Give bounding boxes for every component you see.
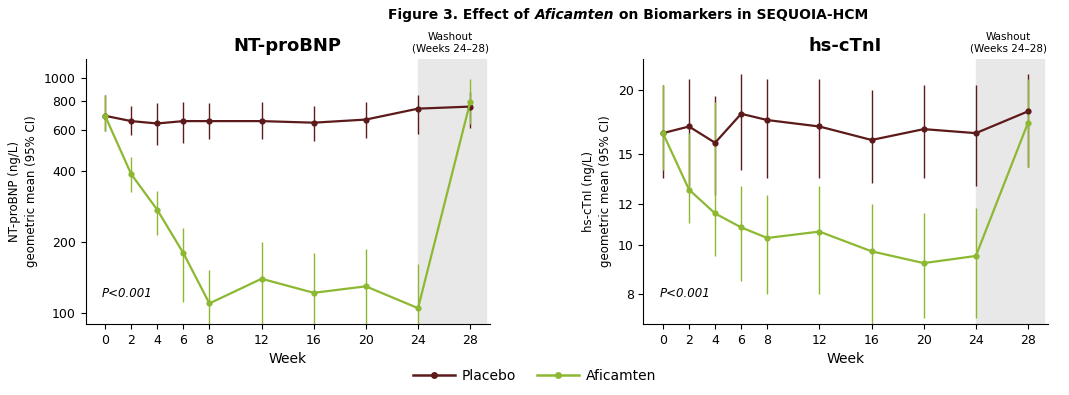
Y-axis label: NT-proBNP (ng/L)
geometric mean (95% CI): NT-proBNP (ng/L) geometric mean (95% CI) xyxy=(9,116,38,267)
Legend: Placebo, Aficamten: Placebo, Aficamten xyxy=(407,363,662,388)
Text: Washout
(Weeks 24–28): Washout (Weeks 24–28) xyxy=(413,32,490,54)
Y-axis label: hs-cTnI (ng/L)
geometric mean (95% CI): hs-cTnI (ng/L) geometric mean (95% CI) xyxy=(583,116,613,267)
X-axis label: Week: Week xyxy=(826,352,865,366)
Text: P<0.001: P<0.001 xyxy=(102,287,153,300)
Text: P<0.001: P<0.001 xyxy=(660,287,710,300)
Text: on Biomarkers in SEQUOIA-HCM: on Biomarkers in SEQUOIA-HCM xyxy=(614,8,868,22)
Text: Washout
(Weeks 24–28): Washout (Weeks 24–28) xyxy=(970,32,1047,54)
Bar xyxy=(976,59,1043,324)
Text: Aficamten: Aficamten xyxy=(534,8,614,22)
Title: NT-proBNP: NT-proBNP xyxy=(234,37,342,55)
Bar xyxy=(418,59,485,324)
X-axis label: Week: Week xyxy=(268,352,307,366)
Text: Figure 3. Effect of: Figure 3. Effect of xyxy=(388,8,534,22)
Title: hs-cTnI: hs-cTnI xyxy=(809,37,882,55)
